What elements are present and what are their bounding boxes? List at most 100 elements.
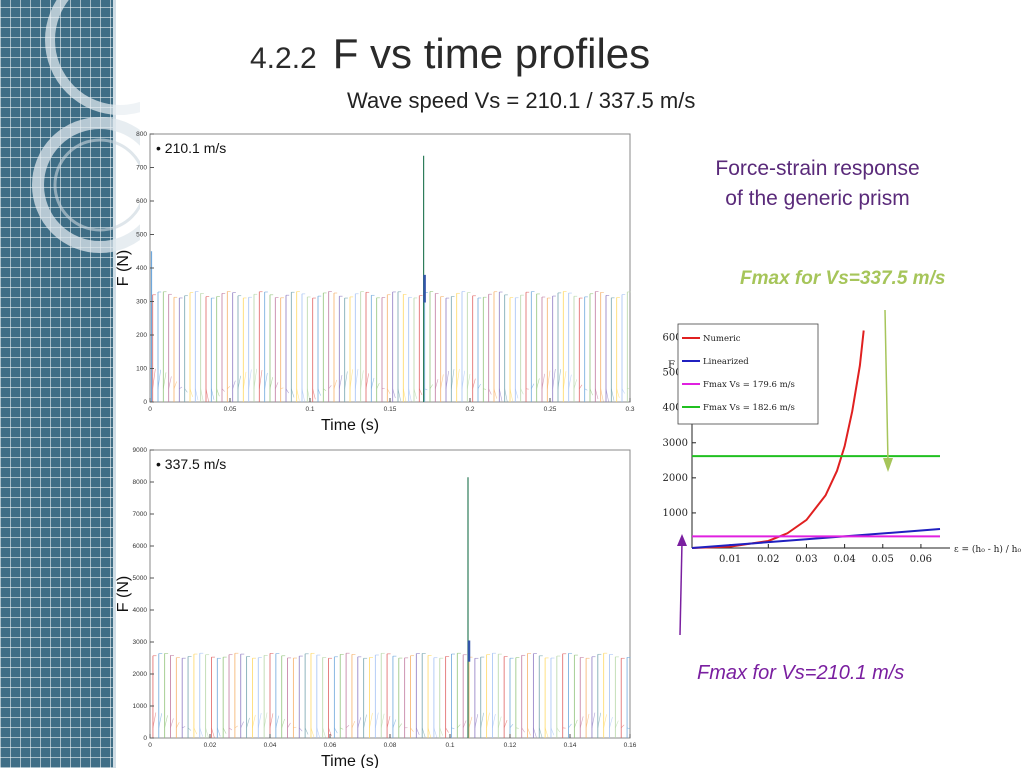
trace-valley — [387, 388, 391, 394]
trace-valley — [334, 727, 338, 734]
trace-valley — [493, 388, 497, 399]
green-arrow — [883, 309, 893, 472]
trace-valley — [552, 368, 556, 389]
trace-valley — [568, 723, 572, 729]
x-tick-label: 0.06 — [324, 742, 337, 749]
trace-valley — [499, 388, 503, 402]
title-number: 4.2.2 — [250, 42, 317, 75]
y-tick-label: 3000 — [663, 438, 688, 449]
y-tick-label: 500 — [136, 232, 147, 239]
trace-valley — [410, 727, 414, 732]
y-tick-label: 5000 — [663, 368, 688, 379]
trace-valley — [264, 372, 268, 389]
x-tick-label: 0.02 — [757, 554, 779, 565]
trace-valley — [503, 719, 508, 728]
trace-valley — [269, 377, 273, 389]
x-tick-label: 0.06 — [910, 554, 932, 565]
trace-valley — [568, 374, 572, 389]
trace-valley — [310, 727, 315, 737]
trace-valley — [221, 388, 225, 392]
x-tick-label: 0.08 — [384, 742, 397, 749]
trace-valley — [340, 727, 344, 730]
trace-valley — [451, 727, 455, 730]
trace-valley — [205, 388, 209, 402]
trace-valley — [252, 714, 256, 728]
annotation-label: • 337.5 m/s — [156, 456, 226, 472]
trace-valley — [152, 368, 156, 389]
y-tick-label: 200 — [136, 332, 147, 339]
trace-valley — [424, 388, 428, 391]
trace-valley — [158, 713, 163, 728]
x-tick-label: 0.02 — [204, 742, 217, 749]
trace-valley — [504, 388, 508, 403]
x-axis-label: ε = (h₀ - h) / h₀ — [954, 544, 1021, 555]
x-tick-label: 0.05 — [224, 406, 237, 413]
trace-valley — [589, 388, 593, 396]
legend-label: Linearized — [703, 357, 749, 367]
trace-valley — [170, 718, 174, 728]
x-tick-label: 0.25 — [544, 406, 557, 413]
legend-label: Fmax Vs = 182.6 m/s — [703, 403, 795, 413]
trace-valley — [240, 721, 244, 728]
trace-valley — [515, 727, 519, 729]
legend-label: Numeric — [703, 334, 741, 344]
trace-valley — [461, 370, 465, 389]
trace-valley — [164, 715, 168, 728]
trace-valley — [375, 712, 379, 728]
y-tick-label: 800 — [136, 131, 147, 138]
y-tick-label: 4000 — [663, 403, 688, 414]
trace-valley — [474, 714, 479, 728]
x-tick-label: 0 — [148, 406, 152, 413]
trace-valley — [176, 722, 180, 728]
force-time-chart-337: 0 0.02 0.04 0.06 0.08 0.1 0.12 0.14 0.16 0 1000 200… — [115, 447, 637, 768]
trace-valley — [427, 727, 432, 739]
trace-valley — [259, 369, 263, 389]
trace-valley — [486, 712, 490, 728]
title-text: F vs time profiles — [332, 30, 651, 77]
trace-valley — [536, 378, 540, 389]
trace-valley — [205, 727, 209, 738]
trace-valley — [477, 383, 481, 389]
trace-valley — [574, 719, 578, 728]
force-strain-chart: 0.01 0.02 0.03 0.04 0.05 0.06 1000 2000 3000 4000… — [640, 318, 1024, 580]
trace-valley — [285, 388, 289, 394]
trace-valley — [416, 727, 420, 736]
x-tick-label: 0.1 — [445, 742, 454, 749]
right-title-line2: of the generic prism — [725, 187, 910, 210]
trace-valley — [480, 712, 484, 728]
trace-valley — [187, 727, 192, 731]
trace-valley — [246, 717, 250, 728]
oscillation-traces — [152, 652, 631, 739]
trace-valley — [621, 388, 625, 394]
trace-valley — [193, 727, 198, 735]
y-tick-label: 5000 — [133, 575, 148, 582]
y-tick-label: 400 — [136, 265, 147, 272]
trace-valley — [509, 723, 514, 729]
trace-valley — [611, 388, 615, 401]
trace-valley — [269, 713, 274, 728]
trace-valley — [521, 727, 525, 733]
fmax-210-label: Fmax for Vs=210.1 m/s — [697, 662, 905, 684]
right-panel-title: Force-strain response of the generic pri… — [690, 154, 945, 214]
trace-valley — [157, 369, 161, 389]
y-tick-label: 6000 — [133, 543, 148, 550]
y-tick-label: 2000 — [133, 671, 148, 678]
trace-valley — [579, 716, 584, 728]
trace-valley — [468, 716, 473, 728]
y-tick-label: 1000 — [133, 703, 148, 710]
x-tick-label: 0.04 — [833, 554, 855, 565]
trace-valley — [498, 716, 502, 728]
trace-valley — [257, 713, 262, 728]
trace-valley — [195, 388, 199, 401]
legend: Numeric Linearized Fmax Vs = 179.6 m/s Fmax… — [677, 323, 819, 425]
trace-valley — [605, 388, 609, 403]
y-tick-label: 4000 — [133, 607, 148, 614]
legend-label: Fmax Vs = 179.6 m/s — [703, 380, 795, 390]
right-title-line1: Force-strain response — [715, 157, 920, 180]
force-time-chart-210: 0 0.05 0.1 0.15 0.2 0.25 0.3 0 100 200 300 400 500 60… — [115, 131, 635, 434]
trace-valley — [363, 714, 367, 728]
trace-valley — [398, 723, 402, 728]
trace-valley — [621, 724, 625, 729]
trace-valley — [603, 714, 607, 728]
trace-valley — [317, 388, 321, 396]
